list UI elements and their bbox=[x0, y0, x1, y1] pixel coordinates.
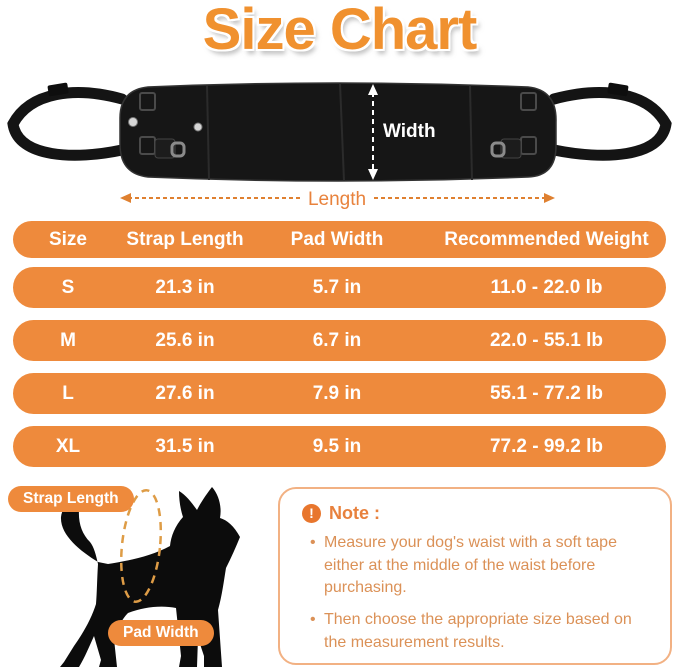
cell-strap-length: 25.6 in bbox=[155, 329, 215, 351]
cell-strap-length: 21.3 in bbox=[155, 276, 215, 298]
table-row-m: M 25.6 in 6.7 in 22.0 - 55.1 lb bbox=[13, 320, 666, 361]
table-row-l: L 27.6 in 7.9 in 55.1 - 77.2 lb bbox=[13, 373, 666, 414]
cell-size: M bbox=[60, 329, 76, 351]
length-label: Length bbox=[308, 189, 366, 210]
snap-button-2 bbox=[193, 122, 203, 132]
pad-hardware bbox=[139, 92, 537, 155]
snap-button-1 bbox=[128, 117, 138, 127]
pad-width-badge: Pad Width bbox=[108, 620, 214, 646]
cell-pad-width: 6.7 in bbox=[312, 329, 362, 351]
sling-pad bbox=[119, 82, 557, 182]
header-pad-width: Pad Width bbox=[290, 228, 384, 250]
length-arrow-icon bbox=[120, 193, 555, 203]
strap-length-badge: Strap Length bbox=[8, 486, 134, 512]
left-buckle bbox=[154, 138, 176, 159]
cell-pad-width: 9.5 in bbox=[312, 435, 362, 457]
header-recommended-weight: Recommended Weight bbox=[444, 228, 649, 250]
table-row-s: S 21.3 in 5.7 in 11.0 - 22.0 lb bbox=[13, 267, 666, 308]
cell-weight: 22.0 - 55.1 lb bbox=[489, 329, 603, 351]
left-d-ring bbox=[170, 141, 186, 158]
width-arrow-icon bbox=[368, 84, 378, 180]
header-size: Size bbox=[48, 228, 88, 250]
cell-strap-length: 31.5 in bbox=[155, 435, 215, 457]
pad-seam-center bbox=[339, 82, 345, 182]
note-bullet: Then choose the appropriate size based o… bbox=[310, 609, 650, 654]
cell-weight: 11.0 - 22.0 lb bbox=[490, 276, 603, 298]
right-d-ring bbox=[490, 141, 506, 158]
width-label: Width bbox=[383, 121, 436, 142]
cell-size: XL bbox=[55, 435, 81, 457]
right-strap bbox=[548, 87, 672, 161]
header-strap-length: Strap Length bbox=[126, 228, 244, 250]
left-strap bbox=[7, 87, 128, 161]
pad-seam-left bbox=[206, 84, 210, 181]
note-box: ! Note : Measure your dog's waist with a… bbox=[278, 487, 672, 665]
pad-seam-right bbox=[469, 84, 473, 181]
page-title: Size Chart bbox=[202, 0, 478, 62]
cell-strap-length: 27.6 in bbox=[155, 382, 215, 404]
cell-weight: 77.2 - 99.2 lb bbox=[489, 435, 603, 457]
note-bullet: Measure your dog's waist with a soft tap… bbox=[310, 532, 650, 600]
cell-pad-width: 5.7 in bbox=[312, 276, 362, 298]
note-heading: Note : bbox=[329, 503, 380, 523]
cell-weight: 55.1 - 77.2 lb bbox=[489, 382, 603, 404]
note-heading-row: ! Note : bbox=[302, 503, 650, 524]
right-buckle bbox=[500, 138, 522, 159]
note-bullet-list: Measure your dog's waist with a soft tap… bbox=[302, 532, 650, 655]
table-header-row: Size Strap Length Pad Width Recommended … bbox=[13, 221, 666, 258]
right-strap-adjuster bbox=[607, 82, 629, 97]
left-strap-adjuster bbox=[47, 82, 69, 97]
exclamation-icon: ! bbox=[302, 504, 321, 523]
cell-size: L bbox=[62, 382, 74, 404]
table-row-xl: XL 31.5 in 9.5 in 77.2 - 99.2 lb bbox=[13, 426, 666, 467]
cell-size: S bbox=[61, 276, 75, 298]
cell-pad-width: 7.9 in bbox=[312, 382, 362, 404]
product-figure: Width Length bbox=[7, 82, 672, 210]
